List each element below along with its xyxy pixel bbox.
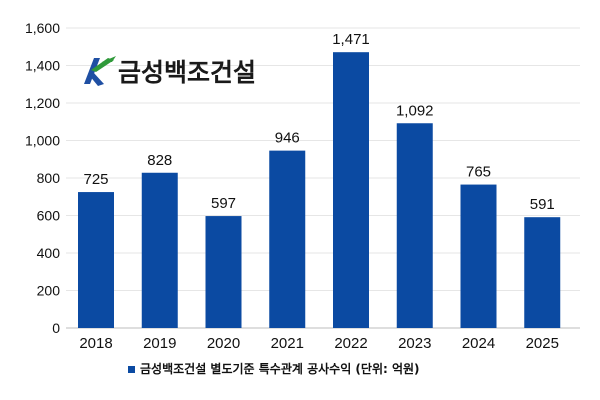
x-tick-label: 2024	[462, 335, 495, 352]
bar	[333, 52, 369, 328]
y-axis-ticks: 0 200 400 600 800 1,000 1,200 1,400 1,600	[25, 20, 60, 336]
y-tick-label: 400	[37, 245, 61, 261]
x-axis-ticks: 2018 2019 2020 2021 2022 2023 2024 2025	[79, 335, 559, 352]
y-tick-label: 1,200	[25, 95, 60, 111]
y-tick-label: 600	[37, 208, 61, 224]
bar	[396, 123, 433, 328]
data-label: 591	[530, 196, 555, 213]
legend: 금성백조건설 별도기준 특수관계 공사수익 (단위: 억원)	[128, 361, 420, 376]
y-tick-label: 200	[37, 283, 61, 299]
bar	[78, 192, 114, 328]
data-label: 828	[147, 152, 172, 169]
x-tick-label: 2021	[271, 335, 304, 352]
legend-swatch	[128, 366, 135, 373]
x-tick-label: 2023	[398, 335, 431, 352]
x-tick-label: 2019	[143, 335, 176, 352]
bars	[78, 52, 561, 328]
data-label: 725	[83, 171, 108, 188]
company-logo: 금성백조건설	[84, 56, 256, 87]
y-tick-label: 1,000	[25, 133, 60, 149]
bar	[141, 172, 178, 328]
y-tick-label: 0	[52, 320, 60, 336]
data-label: 946	[275, 130, 300, 147]
y-tick-label: 1,600	[25, 20, 60, 36]
legend-label: 금성백조건설 별도기준 특수관계 공사수익 (단위: 억원)	[140, 361, 420, 376]
bar	[524, 217, 561, 328]
logo-wordmark: 금성백조건설	[118, 58, 256, 87]
data-label: 597	[211, 195, 236, 212]
bar	[205, 216, 242, 328]
x-tick-label: 2022	[334, 335, 367, 352]
logo-mark-icon	[84, 56, 116, 86]
data-label: 1,092	[396, 102, 434, 119]
data-label: 1,471	[332, 31, 370, 48]
data-label: 765	[466, 164, 491, 181]
bar	[269, 150, 306, 328]
bar	[460, 184, 497, 328]
data-labels: 725 828 597 946 1,471 1,092 765 591	[83, 31, 554, 213]
x-tick-label: 2020	[207, 335, 240, 352]
x-tick-label: 2025	[526, 335, 559, 352]
x-tick-label: 2018	[79, 335, 112, 352]
y-tick-label: 1,400	[25, 58, 60, 74]
y-tick-label: 800	[37, 170, 61, 186]
